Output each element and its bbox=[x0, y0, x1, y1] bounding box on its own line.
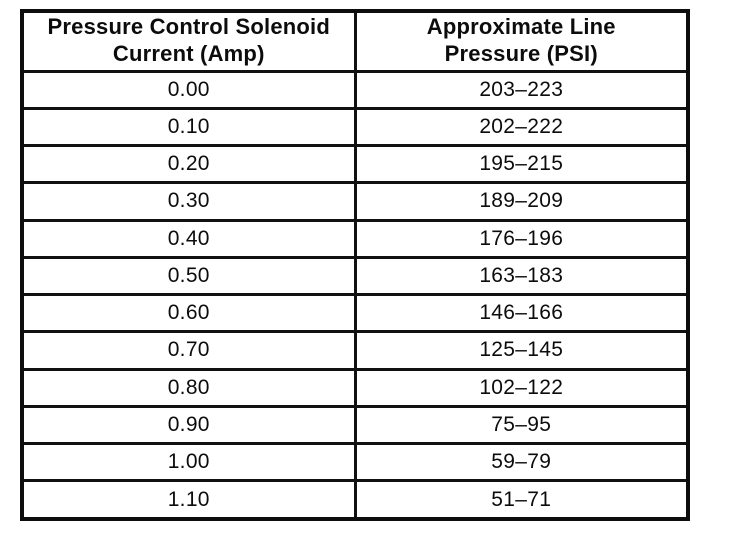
current-cell: 0.50 bbox=[20, 255, 357, 297]
table-row: 0.40 176–196 bbox=[20, 218, 690, 259]
pressure-cell: 189–209 bbox=[353, 181, 690, 222]
table-row: 0.90 75–95 bbox=[20, 404, 690, 446]
current-cell: 0.30 bbox=[20, 181, 357, 222]
pressure-cell: 125–145 bbox=[353, 330, 690, 371]
pressure-cell: 59–79 bbox=[353, 442, 690, 483]
pressure-cell: 75–95 bbox=[353, 404, 690, 446]
header-row: Pressure Control Solenoid Current (Amp) … bbox=[20, 9, 690, 73]
table-row: 1.10 51–71 bbox=[20, 479, 690, 521]
header-cell-current: Pressure Control Solenoid Current (Amp) bbox=[20, 9, 357, 73]
table-row: 0.30 189–209 bbox=[20, 181, 690, 222]
pressure-cell: 146–166 bbox=[353, 293, 690, 334]
table-row: 0.00 203–223 bbox=[20, 69, 690, 110]
current-cell: 0.40 bbox=[20, 218, 357, 259]
table-row: 1.00 59–79 bbox=[20, 442, 690, 483]
header-cell-pressure: Approximate Line Pressure (PSI) bbox=[353, 9, 690, 73]
current-cell: 0.70 bbox=[20, 330, 357, 371]
current-cell: 1.10 bbox=[20, 479, 357, 521]
current-cell: 0.00 bbox=[20, 69, 357, 110]
pressure-cell: 176–196 bbox=[353, 218, 690, 259]
table-row: 0.80 102–122 bbox=[20, 367, 690, 408]
pressure-cell: 51–71 bbox=[353, 479, 690, 521]
current-cell: 0.90 bbox=[20, 404, 357, 446]
pressure-cell: 195–215 bbox=[353, 144, 690, 185]
table-body: 0.00 203–223 0.10 202–222 0.20 195–215 0.30 189… bbox=[20, 69, 690, 521]
current-cell: 1.00 bbox=[20, 442, 357, 483]
pressure-cell: 102–122 bbox=[353, 367, 690, 408]
table-row: 0.70 125–145 bbox=[20, 330, 690, 371]
current-cell: 0.60 bbox=[20, 293, 357, 334]
table-row: 0.60 146–166 bbox=[20, 293, 690, 334]
pressure-cell: 203–223 bbox=[353, 69, 690, 110]
table-row: 0.20 195–215 bbox=[20, 144, 690, 185]
pressure-cell: 163–183 bbox=[353, 255, 690, 297]
current-cell: 0.10 bbox=[20, 106, 357, 148]
pressure-table-header: Pressure Control Solenoid Current (Amp) … bbox=[20, 9, 690, 73]
pressure-cell: 202–222 bbox=[353, 106, 690, 148]
table-row: 0.50 163–183 bbox=[20, 255, 690, 297]
current-cell: 0.80 bbox=[20, 367, 357, 408]
current-cell: 0.20 bbox=[20, 144, 357, 185]
pressure-table: Pressure Control Solenoid Current (Amp) … bbox=[20, 9, 690, 521]
table-row: 0.10 202–222 bbox=[20, 106, 690, 148]
